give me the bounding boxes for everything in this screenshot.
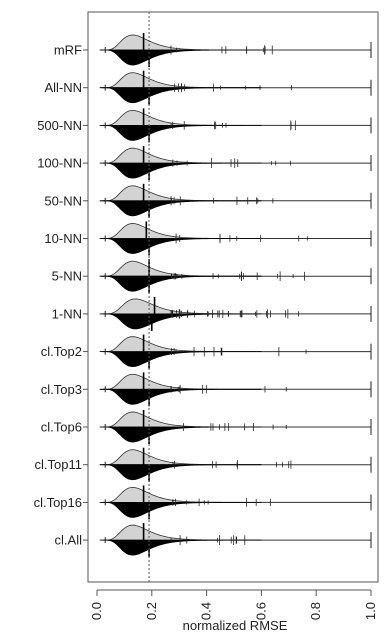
bean-upper-half — [99, 147, 262, 164]
category-label: cl.Top6 — [41, 420, 82, 435]
bean-lower-half — [99, 426, 262, 443]
category-label: cl.Top16 — [34, 495, 82, 510]
bean-upper-half — [99, 373, 262, 390]
bean-cl.Top3 — [99, 372, 372, 407]
bean-cl.Top11 — [99, 447, 372, 482]
category-label: 50-NN — [44, 193, 82, 208]
bean-10-NN — [99, 221, 372, 256]
bean-upper-half — [99, 72, 262, 89]
bean-cl.Top6 — [99, 410, 372, 444]
bean-lower-half — [99, 125, 262, 141]
x-tick-label: 0.6 — [253, 602, 268, 620]
category-label: 100-NN — [37, 156, 82, 171]
bean-upper-half — [99, 486, 262, 503]
plot-frame — [87, 11, 379, 583]
bean-lower-half — [99, 388, 262, 405]
category-label: cl.All — [55, 533, 83, 548]
x-tick-label: 1.0 — [363, 602, 378, 620]
bean-500-NN — [99, 108, 372, 143]
category-label: mRF — [54, 43, 82, 58]
category-label: cl.Top2 — [41, 344, 82, 359]
bean-cl.All — [99, 523, 372, 558]
bean-lower-half — [99, 200, 262, 217]
bean-upper-half — [99, 260, 262, 277]
x-tick-label: 0.8 — [308, 602, 323, 620]
category-label: cl.Top11 — [35, 457, 82, 472]
x-tick-label: 0.0 — [89, 602, 104, 620]
bean-lower-half — [99, 238, 262, 254]
bean-lower-half — [99, 313, 262, 330]
x-axis: 0.0 0.2 0.4 0.6 0.8 1.0 — [89, 589, 378, 620]
bean-lower-half — [99, 351, 262, 368]
bean-upper-half — [99, 109, 262, 126]
category-labels: mRF All-NN 500-NN 100-NN 50-NN 10-NN 5-NN 1-NN c… — [34, 43, 88, 548]
category-label: cl.Top3 — [41, 382, 82, 397]
bean-upper-half — [99, 298, 262, 315]
category-label: 1-NN — [52, 306, 82, 321]
bean-lower-half — [99, 464, 262, 481]
bean-lower-half — [99, 49, 262, 66]
bean-upper-half — [99, 411, 262, 428]
bean-upper-half — [99, 524, 262, 541]
bean-lower-half — [99, 275, 262, 292]
category-label: 500-NN — [37, 118, 82, 133]
bean-All-NN — [99, 70, 372, 105]
beans-layer — [99, 33, 372, 558]
bean-lower-half — [99, 539, 262, 556]
bean-lower-half — [99, 162, 262, 179]
x-tick-label: 0.4 — [199, 602, 214, 620]
category-label: 10-NN — [44, 231, 82, 246]
bean-lower-half — [99, 502, 262, 518]
bean-upper-half — [99, 34, 262, 51]
x-tick-label: 0.2 — [144, 602, 159, 620]
bean-50-NN — [99, 183, 372, 218]
category-label: All-NN — [44, 80, 82, 95]
category-label: 5-NN — [52, 269, 82, 284]
bean-upper-half — [99, 336, 262, 352]
bean-100-NN — [99, 146, 372, 181]
bean-cl.Top16 — [99, 485, 372, 520]
bean-5-NN — [99, 259, 372, 294]
bean-1-NN — [99, 296, 372, 331]
bean-mRF — [99, 33, 372, 67]
x-axis-label: normalized RMSE — [183, 618, 288, 633]
bean-cl.Top2 — [99, 334, 372, 369]
bean-lower-half — [99, 87, 262, 104]
